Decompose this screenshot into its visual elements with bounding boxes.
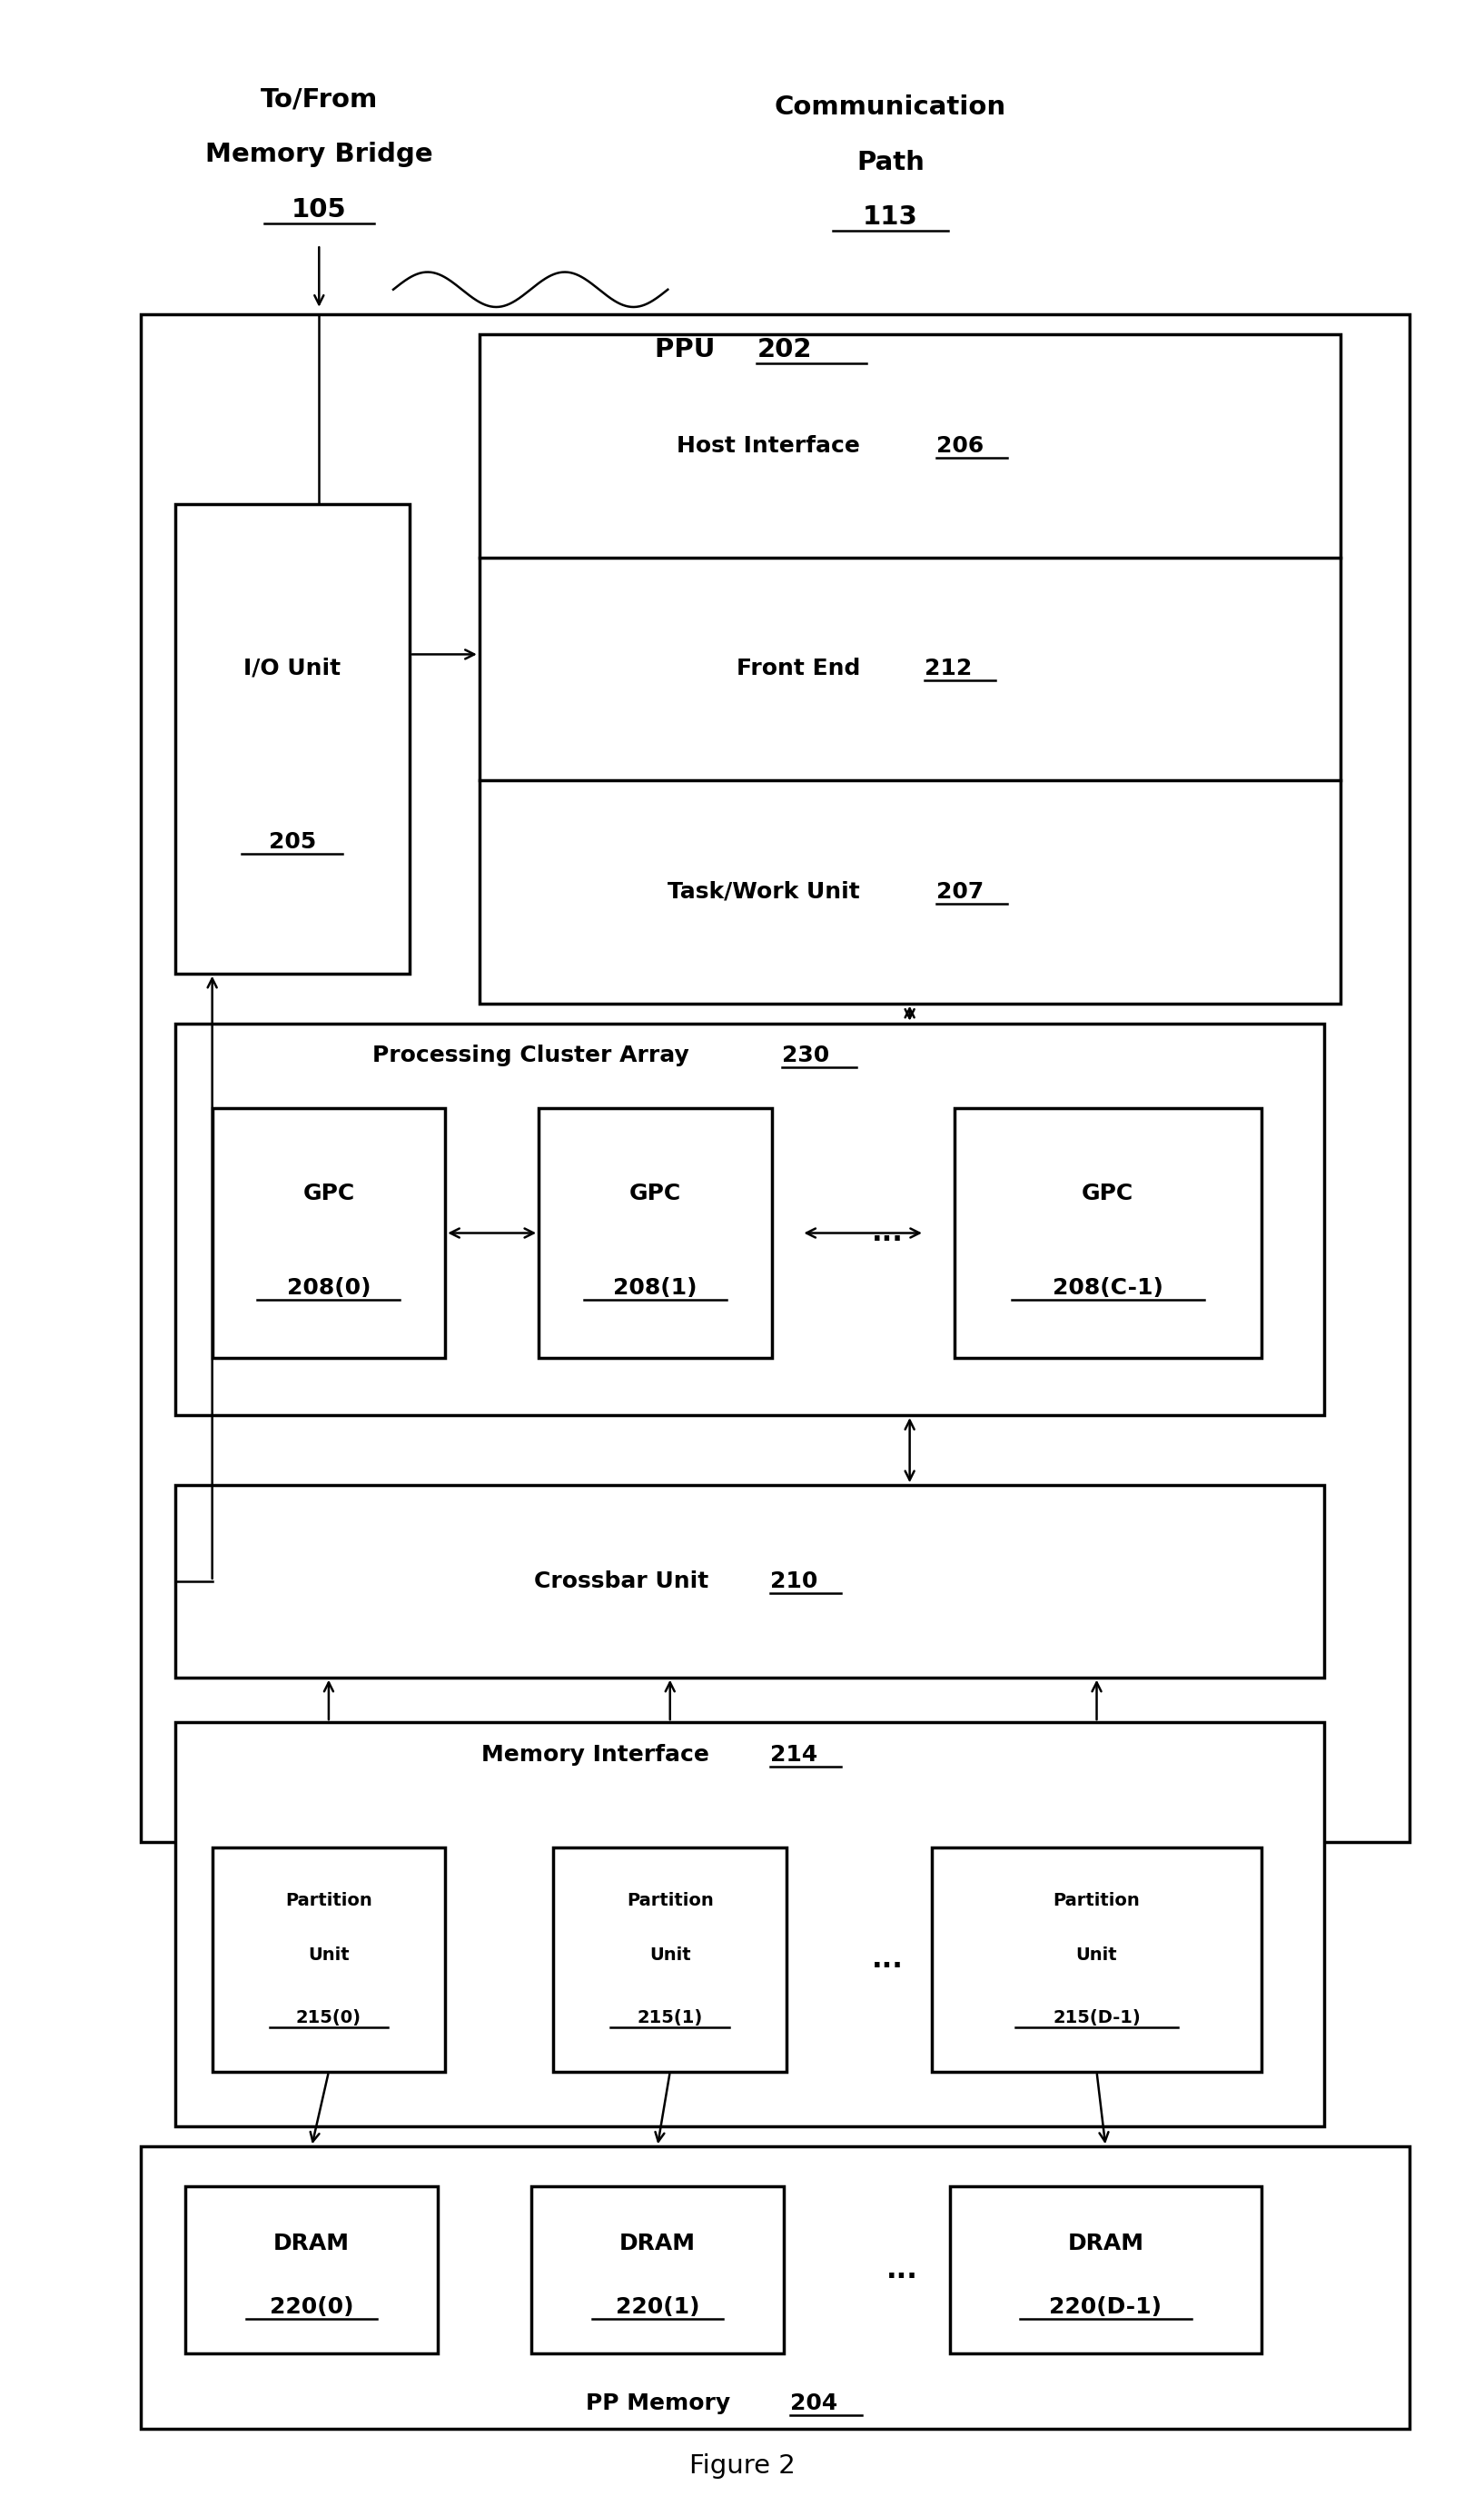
Bar xyxy=(186,2186,438,2354)
Bar xyxy=(531,2186,784,2354)
Text: Unit: Unit xyxy=(650,1947,690,1964)
Text: 212: 212 xyxy=(925,659,972,679)
Text: Partition: Partition xyxy=(285,1892,372,1909)
Text: ...: ... xyxy=(871,1947,904,1972)
Text: 206: 206 xyxy=(936,434,984,457)
Text: DRAM: DRAM xyxy=(619,2231,696,2254)
Text: I/O Unit: I/O Unit xyxy=(243,656,341,679)
Text: PP Memory: PP Memory xyxy=(586,2394,738,2414)
Text: 208(0): 208(0) xyxy=(286,1278,371,1298)
Bar xyxy=(950,2186,1261,2354)
Bar xyxy=(554,1847,787,2072)
Text: 214: 214 xyxy=(770,1745,818,1765)
Text: 210: 210 xyxy=(770,1570,818,1592)
Text: Host Interface: Host Interface xyxy=(677,434,868,457)
Text: 220(0): 220(0) xyxy=(270,2296,353,2319)
Text: Partition: Partition xyxy=(626,1892,714,1909)
Text: ...: ... xyxy=(871,1221,904,1246)
Bar xyxy=(175,504,410,973)
Text: Front End: Front End xyxy=(736,659,868,679)
Bar xyxy=(932,1847,1261,2072)
Bar xyxy=(141,314,1410,1842)
Text: PPU: PPU xyxy=(654,337,724,362)
Bar xyxy=(212,1847,445,2072)
Bar xyxy=(175,1722,1324,2127)
Text: DRAM: DRAM xyxy=(273,2231,350,2254)
Text: 215(0): 215(0) xyxy=(295,2009,362,2027)
Text: 220(1): 220(1) xyxy=(616,2296,699,2319)
Text: Processing Cluster Array: Processing Cluster Array xyxy=(372,1046,697,1066)
Text: 204: 204 xyxy=(789,2394,837,2414)
Text: Communication: Communication xyxy=(775,95,1006,120)
Bar xyxy=(175,1485,1324,1677)
Text: GPC: GPC xyxy=(303,1183,355,1203)
Bar xyxy=(175,1023,1324,1415)
Text: DRAM: DRAM xyxy=(1067,2231,1144,2254)
Text: Unit: Unit xyxy=(1076,1947,1117,1964)
Text: 208(1): 208(1) xyxy=(613,1278,697,1298)
Text: 215(D-1): 215(D-1) xyxy=(1052,2009,1141,2027)
Text: 205: 205 xyxy=(269,831,316,854)
Text: 105: 105 xyxy=(291,197,347,222)
Bar xyxy=(539,1108,772,1358)
Bar xyxy=(141,2147,1410,2429)
Text: 215(1): 215(1) xyxy=(637,2009,703,2027)
Text: ...: ... xyxy=(886,2256,919,2284)
Text: To/From: To/From xyxy=(260,87,378,112)
Text: Memory Interface: Memory Interface xyxy=(481,1745,717,1765)
Text: Figure 2: Figure 2 xyxy=(689,2454,795,2479)
Text: 113: 113 xyxy=(862,205,919,230)
Bar xyxy=(212,1108,445,1358)
Text: Crossbar Unit: Crossbar Unit xyxy=(534,1570,717,1592)
Bar xyxy=(479,334,1340,1003)
Text: Unit: Unit xyxy=(309,1947,349,1964)
Text: Path: Path xyxy=(856,150,925,175)
Text: 230: 230 xyxy=(782,1046,830,1066)
Text: Task/Work Unit: Task/Work Unit xyxy=(668,881,868,904)
Text: 202: 202 xyxy=(757,337,812,362)
Text: GPC: GPC xyxy=(1082,1183,1134,1203)
Bar xyxy=(954,1108,1261,1358)
Text: 208(C-1): 208(C-1) xyxy=(1052,1278,1163,1298)
Text: 220(D-1): 220(D-1) xyxy=(1049,2296,1162,2319)
Text: Partition: Partition xyxy=(1054,1892,1140,1909)
Text: 207: 207 xyxy=(936,881,984,904)
Text: GPC: GPC xyxy=(629,1183,681,1203)
Text: Memory Bridge: Memory Bridge xyxy=(205,142,433,167)
